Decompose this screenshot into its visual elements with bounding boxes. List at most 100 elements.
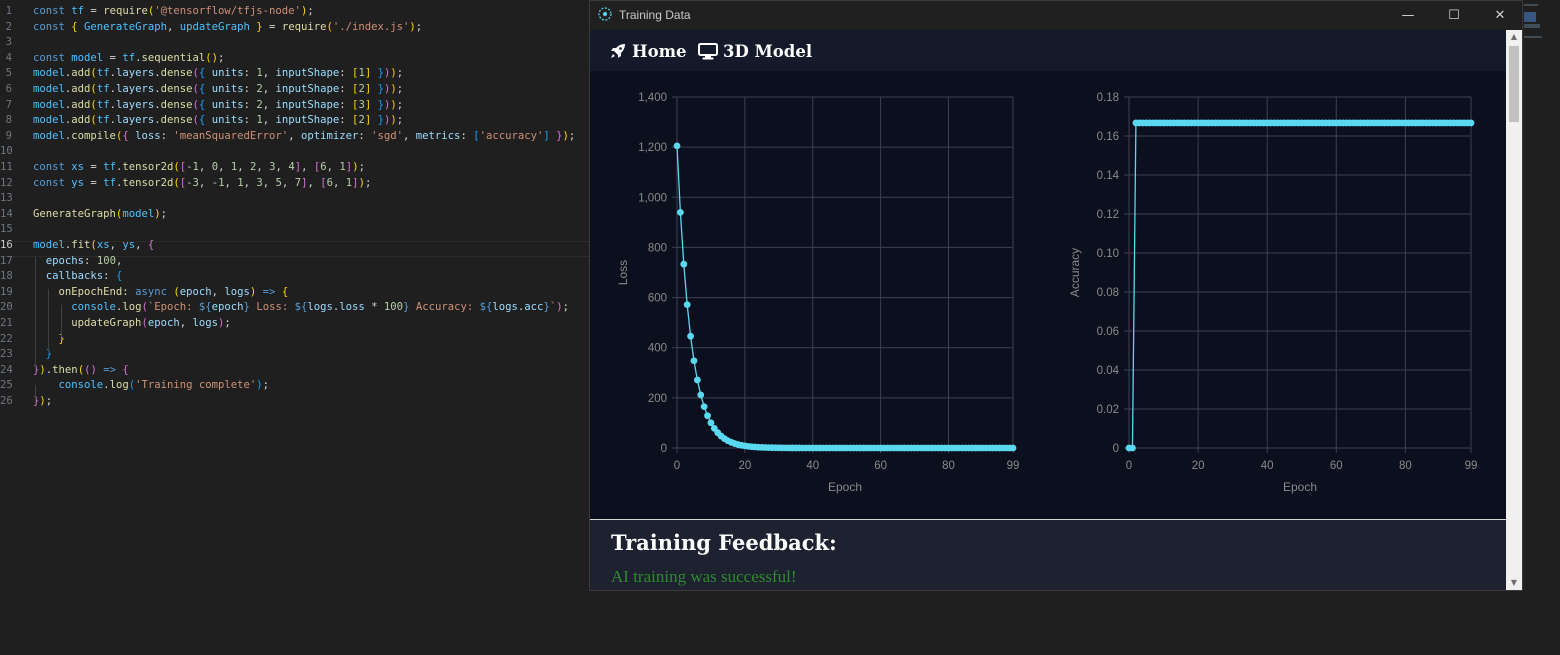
code-line[interactable]: 19 onEpochEnd: async (epoch, logs) => { [0, 284, 590, 300]
code-token: ) [154, 207, 161, 220]
code-line[interactable]: 11 const xs = tf.tensor2d([-1, 0, 1, 2, 3… [0, 159, 590, 175]
data-point [683, 301, 691, 309]
code-line[interactable]: 23 } [0, 346, 590, 362]
code-token: 1 [256, 67, 263, 80]
code-token: epoch [211, 301, 244, 314]
code-token: logs [307, 301, 333, 314]
code-line[interactable]: 9 model.compile({ loss: 'meanSquaredError… [0, 128, 590, 144]
line-number: 3 [5, 36, 12, 49]
line-number: 22 [0, 332, 13, 345]
code-line[interactable]: 26}); [0, 393, 590, 409]
code-token: , [333, 176, 346, 189]
code-token: [ [473, 129, 480, 142]
code-token: , [326, 161, 340, 173]
code-line[interactable]: 1 const tf = require('@tensorflow/tfjs-no… [0, 3, 590, 19]
code-token: ) [39, 363, 46, 376]
scroll-down-arrow[interactable]: ▼ [1510, 578, 1518, 587]
code-token: 1 [358, 67, 365, 80]
code-token: units [211, 67, 244, 80]
scroll-up-arrow[interactable]: ▲ [1510, 32, 1518, 41]
x-tick-label: 40 [1261, 460, 1274, 472]
y-axis-title: Accuracy [1068, 248, 1082, 297]
nav-3d-model-link[interactable]: 3D Model [698, 40, 812, 62]
code-token: 3 [269, 161, 276, 173]
code-token: tf [96, 83, 110, 95]
code-line[interactable]: 17 epochs: 100, [0, 253, 590, 269]
series-line [676, 145, 1013, 449]
code-line[interactable]: 10 [0, 143, 590, 159]
code-line[interactable]: 16 model.fit(xs, ys, { [0, 237, 590, 253]
maximize-button[interactable]: ☐ [1448, 8, 1460, 23]
code-line[interactable]: 6 model.add(tf.layers.dense({ units: 2, i… [0, 81, 590, 97]
code-line[interactable]: 24}).then(() => { [0, 362, 590, 378]
code-token: . [64, 67, 72, 80]
line-number: 13 [0, 192, 13, 205]
y-tick-label: 0.06 [1097, 326, 1119, 338]
y-tick-label: 200 [648, 393, 667, 405]
data-point [1129, 444, 1136, 452]
code-line[interactable]: 7 model.add(tf.layers.dense({ units: 2, i… [0, 97, 590, 113]
code-token: inputShape [275, 98, 340, 111]
code-token: updateGraph [179, 20, 250, 33]
code-token: , [288, 129, 301, 142]
code-token: ) [383, 114, 391, 127]
code-token: 6 [320, 161, 327, 173]
code-token: . [109, 98, 116, 111]
code-line[interactable]: 5 model.add(tf.layers.dense({ units: 1, i… [0, 65, 590, 81]
code-token: optimizer [300, 129, 359, 142]
code-token: } [33, 363, 40, 376]
code-token: tf [71, 5, 85, 17]
code-token: '@tensorflow/tfjs-node' [154, 5, 301, 17]
close-button[interactable]: ✕ [1494, 8, 1506, 23]
code-token: logs [224, 285, 250, 298]
code-token: 1 [339, 161, 346, 173]
charts-panel: 0 20 40 60 80 99 0 200 400 600 800 1,000 1,200 1,400 E… [590, 71, 1506, 519]
x-tick-label: 40 [806, 460, 819, 472]
code-text: } [33, 331, 65, 347]
code-token: inputShape [275, 83, 340, 95]
code-line[interactable]: 20 console.log(`Epoch: ${epoch} Loss: ${… [0, 299, 590, 315]
code-line[interactable]: 25 console.log('Training complete'); [0, 377, 590, 393]
minimap[interactable] [1522, 0, 1560, 655]
code-token: tf [96, 67, 110, 80]
code-token: } [58, 332, 65, 345]
code-line[interactable]: 12 const ys = tf.tensor2d([-3, -1, 1, 3, … [0, 175, 590, 191]
x-tick-label: 0 [674, 460, 680, 472]
code-text: epochs: 100, [33, 253, 123, 269]
code-line[interactable]: 22 } [0, 331, 590, 347]
code-token: ) [218, 317, 225, 329]
vertical-scrollbar[interactable]: ▲ ▼ [1506, 30, 1522, 590]
code-token: . [109, 67, 116, 80]
code-line[interactable]: 15 [0, 221, 590, 237]
code-line[interactable]: 21 updateGraph(epoch, logs); [0, 315, 590, 331]
code-editor[interactable]: 1 const tf = require('@tensorflow/tfjs-no… [0, 0, 590, 655]
code-token: . [64, 83, 72, 95]
line-number: 8 [5, 114, 12, 127]
minimize-button[interactable]: — [1401, 8, 1415, 23]
code-token: [ [179, 176, 187, 189]
line-number: 21 [0, 317, 13, 329]
code-token: ] [364, 114, 372, 127]
code-line[interactable]: 3 [0, 34, 590, 50]
code-text: }).then(() => { [33, 362, 129, 378]
code-token: { [71, 20, 85, 33]
code-token: ; [364, 176, 372, 189]
indent-guide [48, 289, 49, 353]
nav-home-link[interactable]: Home [609, 40, 687, 62]
feedback-title: Training Feedback: [611, 530, 837, 555]
code-line[interactable]: 18 callbacks: { [0, 268, 590, 284]
code-line[interactable]: 8 model.add(tf.layers.dense({ units: 1, i… [0, 112, 590, 128]
code-line[interactable]: 14 GenerateGraph(model); [0, 206, 590, 222]
code-line[interactable]: 2 const { GenerateGraph, updateGraph } = … [0, 19, 590, 35]
code-line[interactable]: 13 [0, 190, 590, 206]
code-token: . [332, 301, 340, 314]
code-token: console [71, 301, 116, 314]
code-token: ; [396, 67, 404, 80]
code-line[interactable]: 4 const model = tf.sequential(); [0, 50, 590, 66]
line-number: 23 [0, 348, 13, 361]
title-bar[interactable]: Training Data — ☐ ✕ [590, 1, 1522, 30]
y-tick-label: 800 [648, 242, 667, 254]
code-token: } [33, 395, 40, 407]
code-token: * [364, 301, 384, 314]
scrollbar-thumb[interactable] [1509, 46, 1519, 122]
